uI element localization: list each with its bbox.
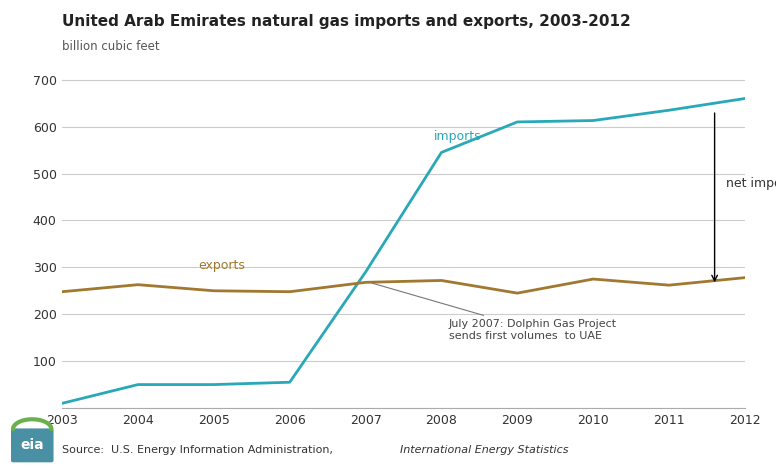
Text: United Arab Emirates natural gas imports and exports, 2003-2012: United Arab Emirates natural gas imports… (62, 14, 631, 29)
Text: net imports: net imports (726, 177, 776, 190)
Text: billion cubic feet: billion cubic feet (62, 40, 160, 53)
FancyBboxPatch shape (11, 429, 54, 462)
Text: exports: exports (199, 259, 245, 272)
Text: Source:  U.S. Energy Information Administration,: Source: U.S. Energy Information Administ… (62, 445, 340, 455)
Text: imports: imports (434, 130, 481, 143)
Text: International Energy Statistics: International Energy Statistics (400, 445, 568, 455)
Text: eia: eia (20, 438, 44, 452)
Text: July 2007: Dolphin Gas Project
sends first volumes  to UAE: July 2007: Dolphin Gas Project sends fir… (372, 283, 617, 340)
